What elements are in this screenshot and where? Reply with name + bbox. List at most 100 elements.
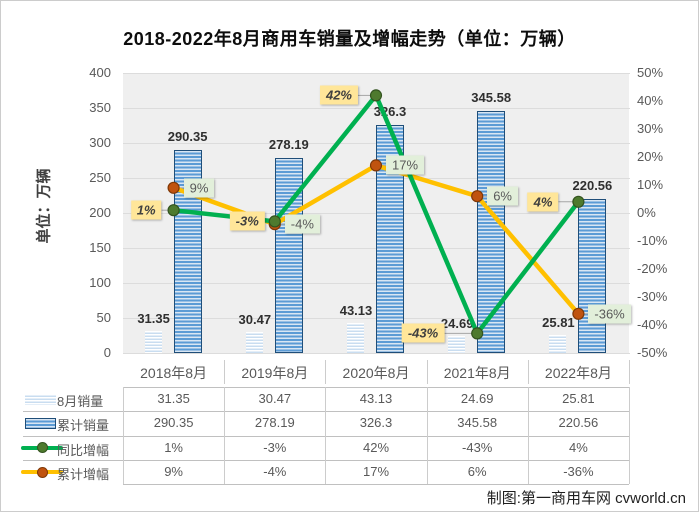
secondary-axis-tick-label: 40% [637, 93, 664, 108]
table-value: 326.3 [359, 415, 393, 431]
bar-august-sales [448, 335, 466, 353]
secondary-axis-tick-label: 0% [637, 205, 656, 220]
table-column-separator [224, 387, 226, 484]
table-value: -4% [263, 464, 287, 480]
legend-swatch-cumulative-bar [25, 417, 56, 429]
table-column-separator [629, 387, 630, 484]
table-value: 345.58 [457, 415, 498, 431]
bar-value-label: 290.35 [167, 128, 208, 144]
table-column-separator [123, 387, 124, 484]
bar-august-sales [549, 334, 567, 353]
axis-label-separator [325, 360, 327, 384]
bar-value-label: 278.19 [268, 137, 309, 153]
label-yoy-growth: 42% [319, 85, 358, 105]
bar-value-label: 220.56 [572, 177, 613, 193]
table-value: 43.13 [359, 391, 393, 407]
label-cumulative-growth: -4% [284, 214, 320, 234]
legend-swatch-yoy-line-dot [36, 442, 48, 454]
secondary-axis-tick-label: -50% [637, 345, 668, 360]
bar-value-label: 326.3 [373, 103, 407, 119]
bar-value-label: 25.81 [542, 314, 575, 330]
legend-series-name: 8月销量 [57, 394, 104, 410]
x-axis-label: 2021年8月 [443, 365, 511, 381]
legend-series-name: 累计销量 [57, 418, 110, 434]
y-axis-tick-label: 350 [89, 100, 111, 115]
table-value: 278.19 [254, 415, 295, 431]
legend-swatch-cumulative-line-dot [36, 466, 48, 478]
y-axis-tick-label: 0 [103, 345, 111, 360]
y-axis-title: 单位：万辆 [35, 168, 53, 244]
axis-label-separator [629, 360, 630, 384]
chart-title: 2018-2022年8月商用车销量及增幅走势（单位：万辆） [123, 29, 576, 49]
y-axis-tick-label: 250 [89, 170, 111, 185]
bar-august-sales [245, 331, 263, 353]
gridline [123, 73, 630, 74]
secondary-axis-tick-label: -20% [637, 261, 668, 276]
axis-label-separator [527, 360, 529, 384]
label-cumulative-growth: -36% [588, 304, 631, 324]
table-value: -43% [462, 439, 493, 455]
y-axis-tick-label: 400 [89, 65, 111, 80]
table-border [123, 387, 629, 388]
table-column-separator [325, 387, 327, 484]
secondary-axis-tick-label: 20% [637, 149, 664, 164]
bar-value-label: 345.58 [471, 90, 512, 106]
y-axis-tick-label: 300 [89, 135, 111, 150]
secondary-axis-tick-label: -30% [637, 289, 668, 304]
axis-label-separator [224, 360, 226, 384]
gridline [123, 353, 630, 354]
bar-cumulative-sales [477, 111, 506, 353]
table-border [123, 484, 629, 485]
table-value: -36% [563, 464, 594, 480]
table-value: 24.69 [460, 391, 494, 407]
bar-cumulative-sales [578, 198, 607, 353]
bar-august-sales [144, 331, 162, 353]
secondary-axis-tick-label: -40% [637, 317, 668, 332]
table-value: 31.35 [157, 391, 190, 407]
x-axis-label: 2020年8月 [342, 365, 410, 381]
x-axis-label: 2018年8月 [140, 365, 208, 381]
legend-series-name: 累计增幅 [57, 467, 110, 483]
table-value: 42% [362, 439, 390, 455]
table-value: 220.56 [558, 415, 599, 431]
secondary-axis-tick-label: 10% [637, 177, 664, 192]
secondary-axis-tick-label: 30% [637, 121, 664, 136]
axis-label-separator [426, 360, 428, 384]
table-column-separator [426, 387, 428, 484]
label-cumulative-growth: 6% [487, 186, 518, 206]
x-axis-label: 2019年8月 [241, 365, 309, 381]
bar-august-sales [347, 322, 364, 353]
label-yoy-growth: 1% [130, 200, 162, 220]
table-value: 1% [164, 439, 183, 455]
y-axis-tick-label: 150 [89, 240, 111, 255]
label-cumulative-growth: 17% [386, 155, 425, 175]
table-value: 25.81 [562, 391, 595, 407]
secondary-axis-tick-label: -10% [637, 233, 668, 248]
table-value: 17% [362, 464, 390, 480]
y-axis-tick-label: 100 [89, 275, 111, 290]
credit-text: 制图:第一商用车网 cvworld.cn [486, 490, 686, 507]
table-value: 30.47 [258, 391, 292, 407]
bar-value-label: 31.35 [137, 311, 170, 327]
table-column-separator [527, 387, 529, 484]
bar-cumulative-sales [274, 158, 303, 353]
x-axis-label: 2022年8月 [544, 365, 612, 381]
label-cumulative-growth: 9% [183, 178, 215, 198]
bar-value-label: 30.47 [238, 311, 272, 327]
legend-swatch-august-bar [25, 393, 56, 405]
table-value: 290.35 [153, 415, 194, 431]
secondary-axis-tick-label: 50% [637, 65, 664, 80]
bar-value-label: 24.69 [440, 315, 474, 331]
y-axis-tick-label: 200 [89, 205, 111, 220]
label-yoy-growth: 4% [527, 192, 559, 212]
table-value: 9% [164, 464, 183, 480]
table-value: -3% [263, 439, 287, 455]
label-yoy-growth: -3% [229, 211, 265, 231]
y-axis-tick-label: 50 [96, 310, 111, 325]
bar-value-label: 43.13 [339, 302, 373, 318]
table-value: 4% [568, 439, 588, 455]
table-value: 6% [467, 464, 487, 480]
label-yoy-growth: -43% [401, 323, 445, 343]
legend-series-name: 同比增幅 [57, 442, 110, 458]
